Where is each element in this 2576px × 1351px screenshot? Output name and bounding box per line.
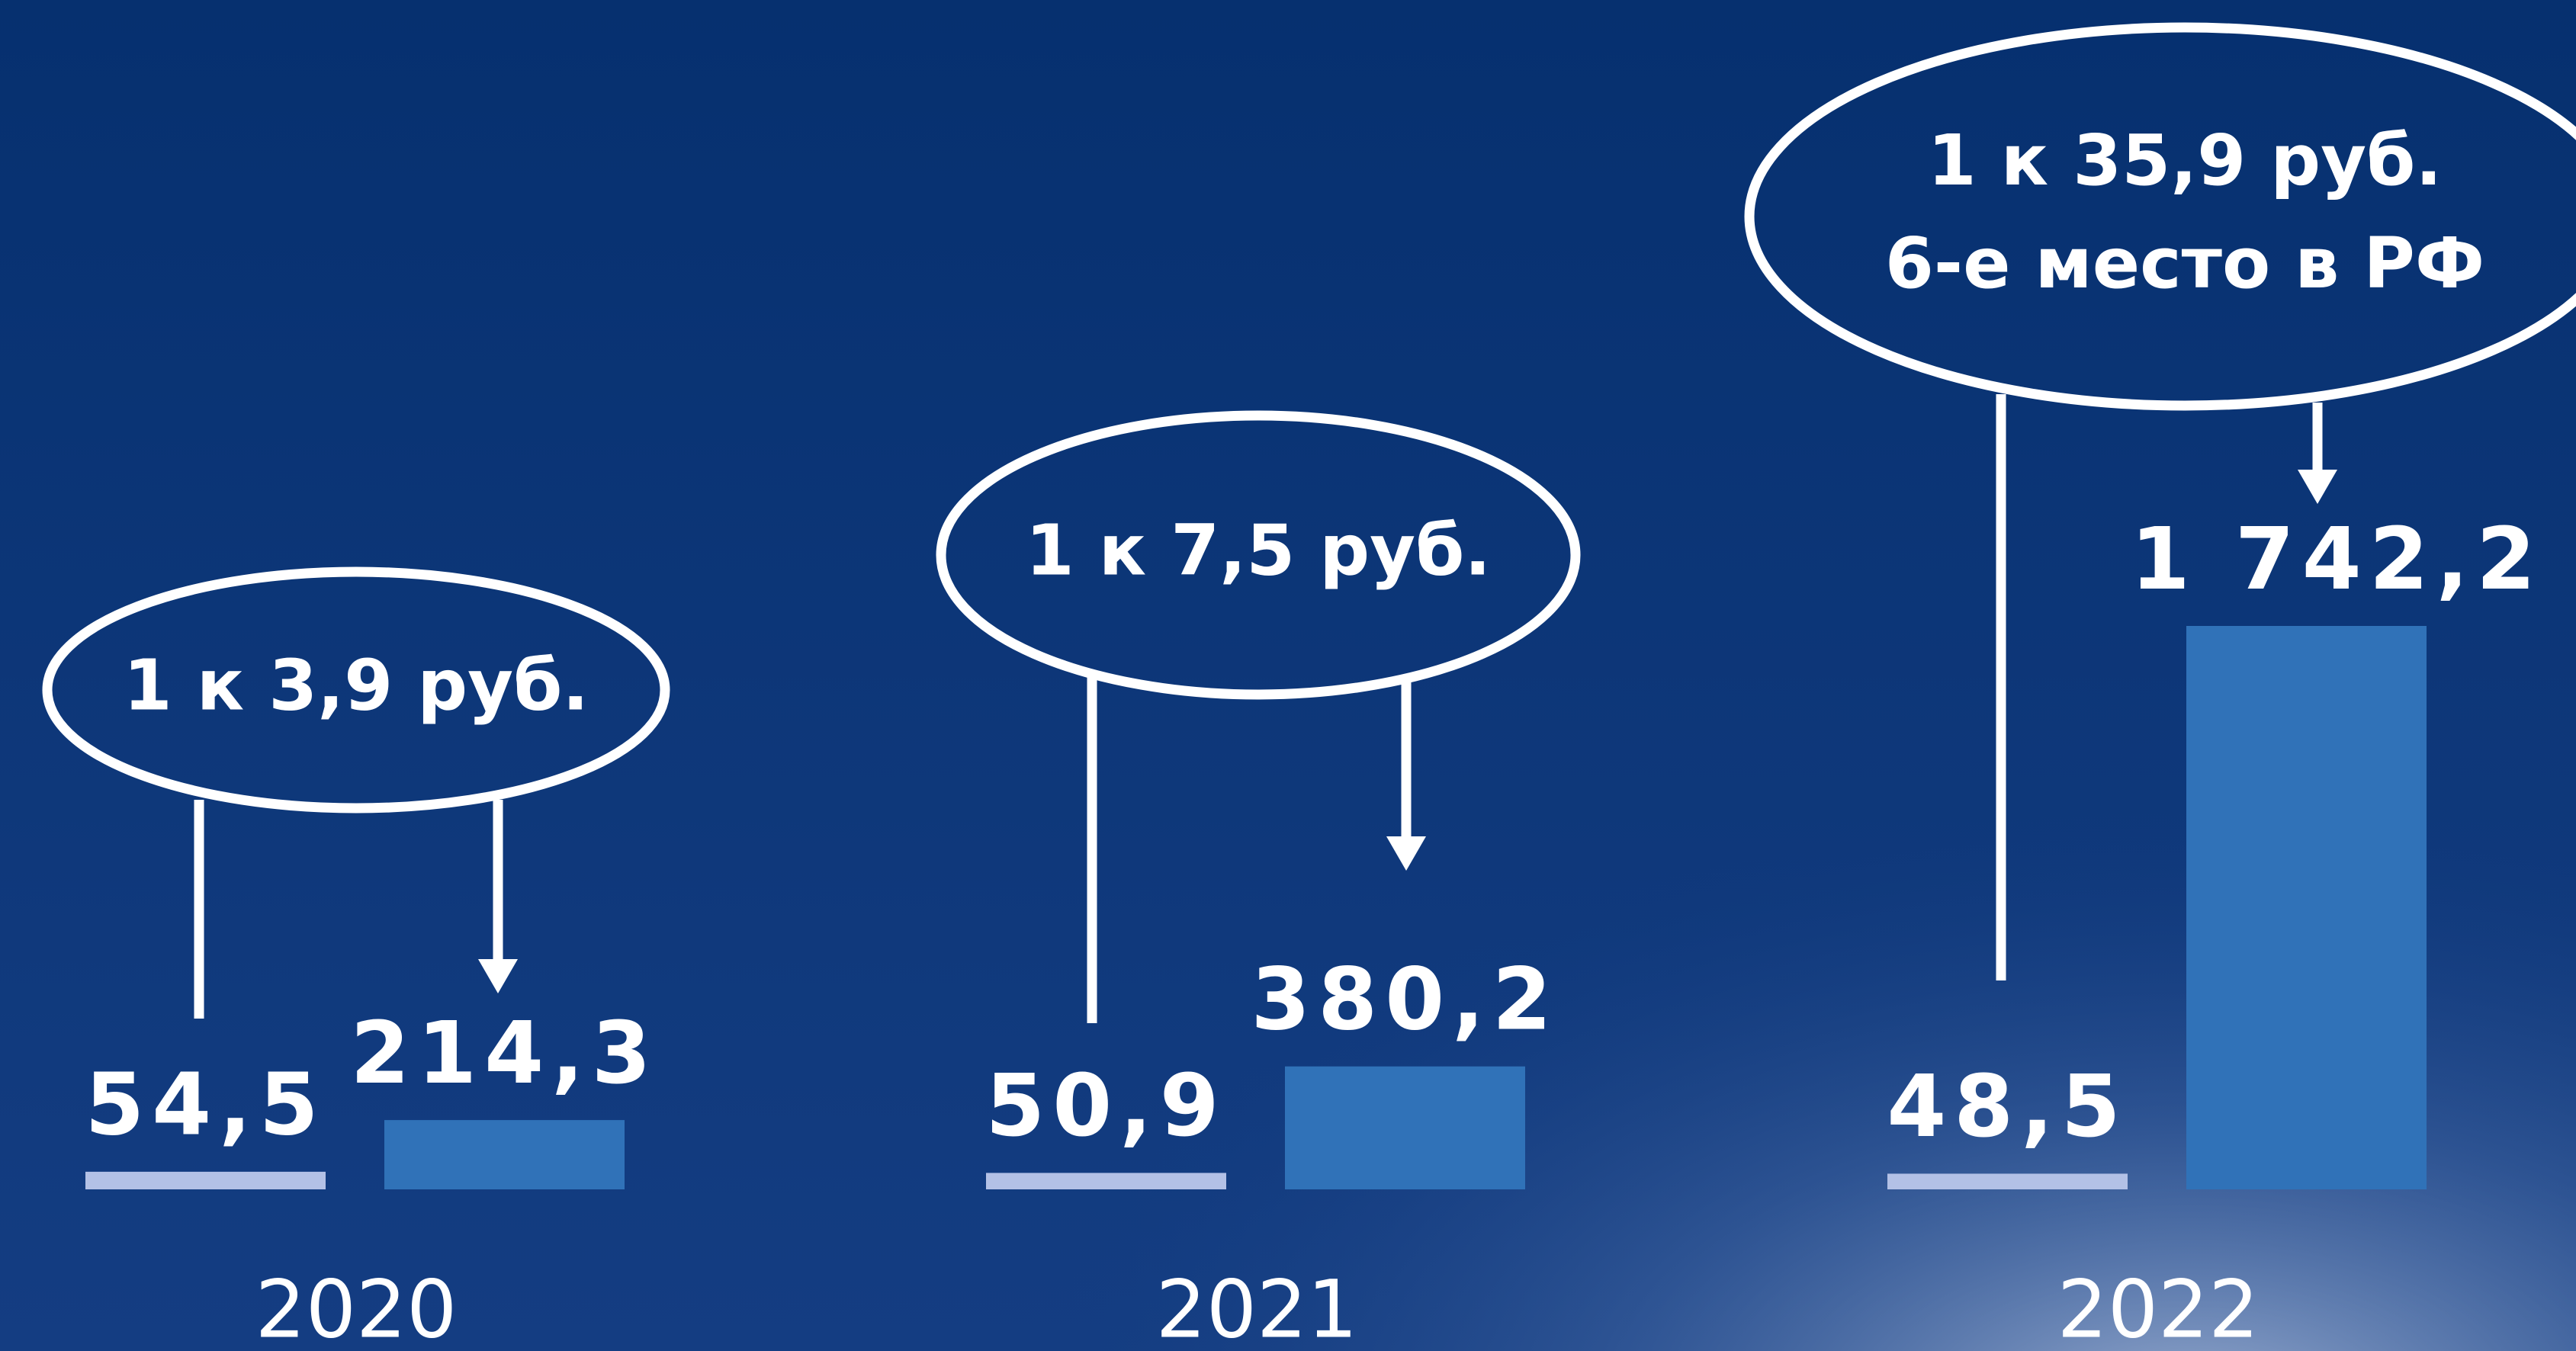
arrow-head — [478, 959, 518, 993]
value-label: 48,5 — [1887, 1057, 2128, 1157]
year-label: 2021 — [1156, 1263, 1358, 1351]
bar — [1285, 1066, 1525, 1189]
annotation-text: 1 к 7,5 руб. — [1026, 509, 1492, 591]
value-label: 214,3 — [350, 1004, 658, 1103]
annotation-ellipse — [1744, 22, 2576, 411]
bar — [384, 1120, 625, 1189]
value-label: 50,9 — [985, 1057, 1226, 1156]
arrow-head — [2298, 470, 2337, 504]
annotation-ellipse — [42, 566, 670, 813]
arrow-head — [1386, 836, 1426, 871]
year-label: 2020 — [255, 1263, 458, 1351]
annotation-text: 6-е место в РФ — [1885, 223, 2484, 304]
bar — [1887, 1173, 2128, 1189]
annotation-ellipse — [936, 410, 1581, 700]
year-label: 2022 — [2057, 1263, 2260, 1351]
bar — [986, 1173, 1226, 1189]
value-label: 380,2 — [1251, 950, 1559, 1049]
annotation-text: 1 к 35,9 руб. — [1928, 120, 2443, 201]
value-label: 54,5 — [85, 1056, 326, 1155]
bar — [85, 1171, 326, 1189]
annotation-text: 1 к 3,9 руб. — [124, 644, 589, 726]
value-label: 1 742,2 — [2131, 510, 2543, 609]
bar — [2186, 626, 2427, 1189]
